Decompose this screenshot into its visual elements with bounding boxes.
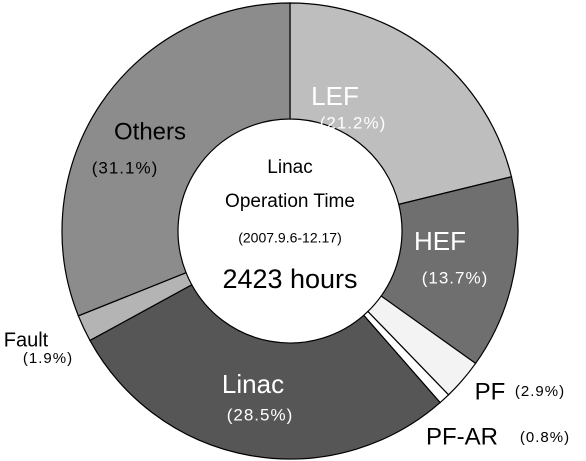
center-text: Operation Time	[225, 191, 355, 212]
donut-slice	[89, 283, 441, 460]
slice-label: PF	[475, 378, 506, 405]
slice-value-label: (31.1%)	[92, 158, 159, 177]
center-text: (2007.9.6-12.17)	[238, 230, 342, 246]
slice-value-label: (2.9%)	[515, 383, 565, 400]
slice-label: Linac	[222, 369, 284, 399]
center-text: 2423 hours	[222, 264, 357, 294]
slice-value-label: (13.7%)	[422, 268, 489, 287]
slice-value-label: (1.9%)	[23, 350, 73, 367]
slice-value-label: (21.2%)	[320, 113, 387, 132]
donut-slice	[380, 176, 519, 365]
slice-label: LEF	[311, 81, 359, 111]
slice-value-label: (28.5%)	[227, 405, 294, 424]
donut-slice	[289, 2, 513, 206]
slice-value-label: (0.8%)	[520, 429, 570, 446]
slice-label: PF-AR	[426, 423, 498, 450]
slice-label: Others	[114, 118, 186, 145]
slice-label: Fault	[4, 329, 49, 351]
center-text: Linac	[267, 157, 312, 178]
donut-slice	[61, 2, 291, 317]
slice-label: HEF	[414, 226, 466, 256]
